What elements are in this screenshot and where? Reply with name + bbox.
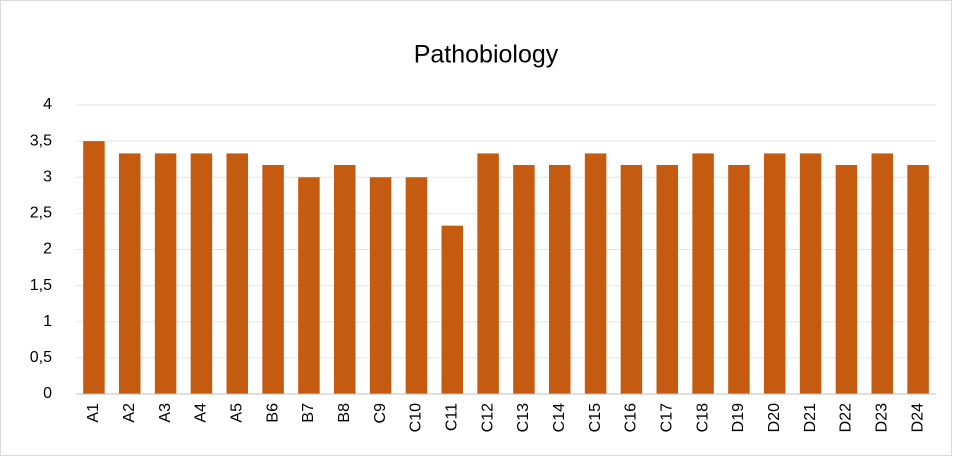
- bar: [226, 153, 248, 394]
- x-tick-label: A1: [85, 403, 102, 423]
- x-tick-label: D19: [730, 403, 747, 432]
- x-tick-label: D22: [838, 403, 855, 432]
- x-tick-label: C17: [658, 403, 675, 432]
- bar: [441, 225, 463, 394]
- bar: [369, 177, 392, 394]
- x-tick-label: C15: [587, 403, 604, 432]
- x-tick-label: C11: [443, 403, 460, 431]
- bar: [728, 164, 750, 394]
- bar: [692, 153, 714, 394]
- bar: [620, 164, 643, 394]
- bar: [119, 153, 141, 394]
- bar: [584, 153, 607, 394]
- y-tick-label: 4: [43, 96, 52, 113]
- x-tick-label: C16: [623, 403, 640, 432]
- y-tick-label: 2: [43, 241, 52, 258]
- x-tick-label: A3: [157, 403, 174, 423]
- bar: [764, 153, 786, 394]
- x-tick-label: A2: [121, 403, 138, 423]
- x-tick-label: C10: [408, 403, 425, 432]
- x-tick-label: D24: [909, 403, 926, 432]
- y-tick-label: 1: [43, 313, 52, 330]
- x-tick-label: B8: [336, 403, 353, 423]
- y-tick-label: 3,5: [30, 132, 52, 149]
- y-tick-label: 2,5: [30, 205, 52, 222]
- y-tick-label: 0,5: [30, 349, 52, 366]
- x-tick-label: D23: [873, 403, 890, 432]
- bar: [83, 141, 105, 394]
- bar: [835, 164, 858, 394]
- x-tick-label: C14: [551, 403, 568, 432]
- bar: [262, 164, 284, 394]
- y-tick-label: 0: [43, 385, 52, 402]
- bar: [190, 153, 213, 394]
- x-tick-label: A5: [228, 403, 245, 423]
- bar: [907, 164, 929, 394]
- y-tick-label: 3: [43, 168, 52, 185]
- chart-title: Pathobiology: [414, 41, 559, 69]
- x-tick-label: C12: [479, 403, 496, 432]
- bar: [513, 164, 535, 394]
- bar: [298, 177, 320, 394]
- x-tick-label: B7: [300, 403, 317, 423]
- bar: [871, 153, 893, 394]
- x-tick-label: D20: [766, 403, 783, 432]
- x-tick-label: D21: [802, 403, 819, 432]
- bar: [477, 153, 499, 394]
- x-tick-label: B6: [264, 403, 281, 423]
- x-tick-label: A4: [193, 403, 210, 423]
- bar: [154, 153, 177, 394]
- bar: [656, 164, 678, 394]
- bar: [549, 164, 571, 394]
- x-tick-label: C13: [515, 403, 532, 432]
- x-tick-label: C9: [372, 403, 389, 424]
- x-tick-label: C18: [694, 403, 711, 432]
- y-tick-label: 1,5: [30, 277, 52, 294]
- bar: [405, 177, 428, 394]
- bar: [334, 164, 356, 394]
- bar: [799, 153, 822, 394]
